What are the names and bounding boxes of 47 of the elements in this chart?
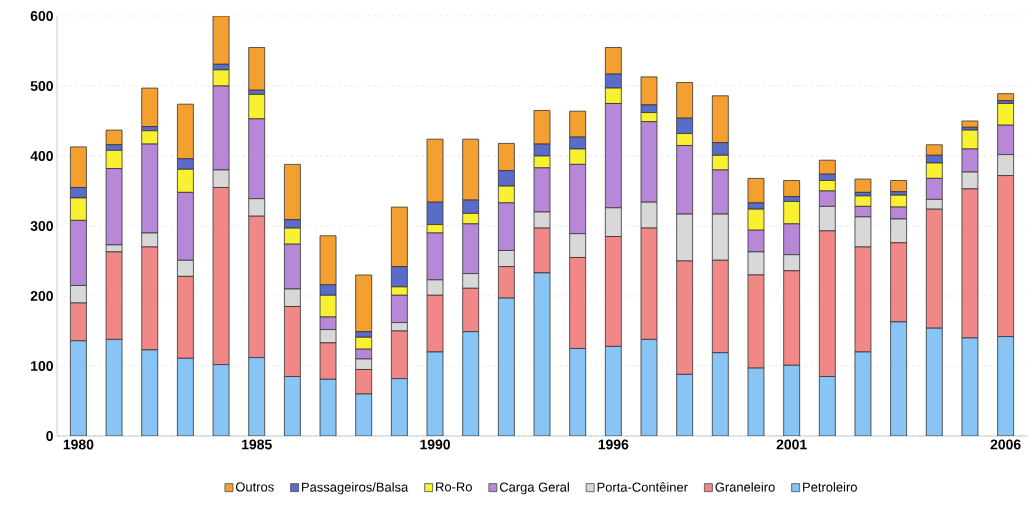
x-tick-label: 2006	[990, 439, 1021, 450]
bar	[355, 274, 373, 333]
legend-label: Passageiros/Balsa	[302, 482, 409, 495]
bar	[390, 378, 408, 436]
legend-label: Porta-Contêiner	[597, 482, 688, 492]
bar	[711, 352, 729, 436]
bar	[462, 331, 480, 436]
bar	[783, 364, 801, 436]
bar	[711, 95, 729, 144]
bar	[283, 376, 301, 436]
legend-label: Graneleiro	[715, 482, 775, 492]
legend-label: Petroleiro	[803, 482, 857, 492]
y-tick-label: 100	[31, 361, 53, 371]
legend-label: Ro-Ro	[436, 482, 472, 492]
legend-label: Carga Geral	[499, 482, 569, 495]
bar	[70, 340, 87, 436]
y-tick-label: 600	[30, 11, 53, 21]
legend-label: Outros	[235, 482, 274, 492]
bar	[676, 82, 694, 119]
bar	[248, 47, 266, 91]
bar	[141, 349, 159, 436]
bar	[141, 87, 159, 127]
x-tick-label: 1996	[598, 439, 629, 450]
bar	[497, 297, 515, 436]
bar	[997, 336, 1015, 436]
bar	[676, 373, 694, 436]
x-tick-label: 1980	[63, 439, 94, 450]
y-tick-label: 0	[46, 431, 53, 441]
bar	[176, 103, 194, 160]
y-tick-label: 500	[30, 81, 53, 91]
bar	[248, 357, 266, 436]
bar	[283, 163, 301, 221]
bar	[390, 206, 408, 267]
bar	[569, 348, 587, 436]
y-tick-label: 200	[30, 291, 53, 301]
bar	[818, 376, 836, 436]
x-tick-label: 2001	[776, 439, 807, 450]
bar	[70, 146, 87, 188]
bar	[604, 345, 622, 436]
bar	[890, 321, 908, 436]
bar	[462, 138, 480, 201]
x-tick-label: 1990	[420, 439, 450, 450]
x-tick-label: 1985	[242, 439, 272, 450]
bar	[925, 327, 943, 436]
bar	[176, 357, 194, 436]
y-tick-label: 300	[30, 221, 53, 231]
y-tick-label: 400	[30, 151, 53, 161]
